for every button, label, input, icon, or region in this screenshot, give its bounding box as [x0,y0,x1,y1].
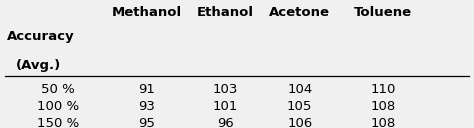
Text: 108: 108 [371,117,396,128]
Text: 150 %: 150 % [37,117,79,128]
Text: Toluene: Toluene [354,6,412,19]
Text: (Avg.): (Avg.) [16,59,62,72]
Text: Acetone: Acetone [269,6,330,19]
Text: 110: 110 [371,83,396,96]
Text: 91: 91 [138,83,155,96]
Text: 108: 108 [371,100,396,113]
Text: 101: 101 [213,100,238,113]
Text: 106: 106 [287,117,312,128]
Text: 100 %: 100 % [37,100,79,113]
Text: Methanol: Methanol [111,6,182,19]
Text: 103: 103 [213,83,238,96]
Text: 95: 95 [138,117,155,128]
Text: 50 %: 50 % [41,83,75,96]
Text: Ethanol: Ethanol [197,6,254,19]
Text: Accuracy: Accuracy [7,30,75,43]
Text: 93: 93 [138,100,155,113]
Text: 104: 104 [287,83,312,96]
Text: 96: 96 [217,117,234,128]
Text: 105: 105 [287,100,312,113]
